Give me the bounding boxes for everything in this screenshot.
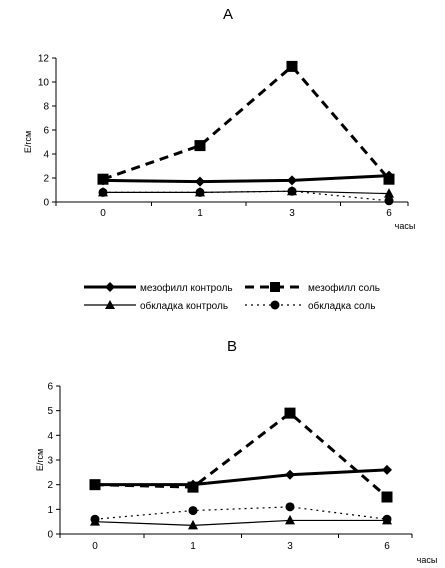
data-point-sheath-salt bbox=[188, 506, 198, 516]
x-tick-label: 6 bbox=[384, 541, 390, 552]
series-line-mesophyll-control bbox=[102, 174, 390, 184]
legend-item-sheath-salt: обкладка соль bbox=[245, 300, 375, 312]
y-tick-label: 2 bbox=[43, 174, 49, 185]
x-tick-label: 3 bbox=[289, 208, 295, 219]
y-tick-label: 6 bbox=[47, 382, 53, 393]
y-tick-label: 4 bbox=[43, 150, 49, 161]
data-point-mesophyll-salt bbox=[194, 140, 206, 152]
series-line-sheath-control bbox=[94, 519, 387, 526]
triangle-marker-icon bbox=[105, 300, 115, 309]
diamond-marker-icon bbox=[105, 282, 115, 292]
y-tick-label: 0 bbox=[47, 530, 53, 541]
data-point-sheath-salt bbox=[90, 514, 100, 524]
y-tick-label: 10 bbox=[38, 78, 50, 89]
series-line-mesophyll-salt bbox=[102, 64, 391, 181]
data-point-sheath-control bbox=[384, 188, 394, 198]
legend-label: мезофилл контроль bbox=[140, 282, 233, 294]
legend-label: мезофилл соль bbox=[308, 282, 380, 294]
data-point-sheath-salt bbox=[195, 187, 205, 197]
data-point-mesophyll-control bbox=[382, 464, 392, 475]
square-marker-icon bbox=[270, 282, 280, 292]
chart-title-a: А bbox=[223, 6, 233, 23]
data-point-sheath-salt bbox=[98, 187, 108, 197]
series-line-sheath-salt bbox=[103, 190, 390, 202]
y-tick-label: 2 bbox=[47, 480, 53, 491]
y-tick-label: 12 bbox=[38, 54, 50, 65]
y-tick-label: 4 bbox=[47, 431, 53, 442]
y-tick-label: 6 bbox=[43, 126, 49, 137]
y-tick-label: 3 bbox=[47, 456, 53, 467]
data-point-mesophyll-control bbox=[287, 175, 297, 186]
x-tick-label: 1 bbox=[197, 208, 203, 219]
y-tick-label: 8 bbox=[43, 102, 49, 113]
x-tick-label: 0 bbox=[92, 541, 98, 552]
y-axis-label-b: Е/гсм bbox=[35, 449, 45, 471]
y-tick-label: 0 bbox=[43, 198, 49, 209]
data-point-sheath-salt bbox=[382, 514, 392, 524]
x-axis-label-a: часы bbox=[395, 221, 416, 231]
series-line-mesophyll-control bbox=[95, 468, 388, 487]
data-point-mesophyll-control bbox=[195, 176, 205, 187]
x-tick-label: 0 bbox=[100, 208, 106, 219]
legend-item-mesophyll-control: мезофилл контроль bbox=[84, 282, 233, 294]
data-point-mesophyll-salt bbox=[286, 60, 298, 72]
chart-panel-b: В Е/гсм часы 0 1 2 3 4 5 6 0 1 3 6 bbox=[35, 338, 437, 565]
data-point-sheath-salt bbox=[384, 196, 394, 206]
data-point-mesophyll-salt bbox=[89, 479, 101, 491]
data-point-sheath-control bbox=[188, 519, 198, 530]
data-point-mesophyll-salt bbox=[284, 407, 296, 419]
legend-label: обкладка контроль bbox=[140, 300, 228, 312]
x-tick-label: 3 bbox=[287, 541, 293, 552]
legend-label: обкладка соль bbox=[308, 300, 375, 312]
data-point-mesophyll-salt bbox=[383, 173, 395, 185]
data-point-sheath-salt bbox=[285, 502, 295, 512]
data-point-mesophyll-salt bbox=[97, 173, 109, 185]
legend-item-sheath-control: обкладка контроль bbox=[84, 300, 228, 312]
data-point-mesophyll-salt bbox=[187, 481, 199, 493]
series-line-sheath-salt bbox=[94, 506, 388, 520]
chart-title-b: В bbox=[227, 338, 237, 355]
y-tick-label: 1 bbox=[47, 505, 53, 516]
circle-marker-icon bbox=[270, 300, 280, 310]
data-point-sheath-control bbox=[285, 514, 295, 525]
legend: мезофилл контроль мезофилл соль обкладка… bbox=[84, 282, 380, 312]
data-point-mesophyll-control bbox=[285, 469, 295, 480]
legend-item-mesophyll-salt: мезофилл соль bbox=[245, 282, 380, 294]
y-tick-label: 5 bbox=[47, 406, 53, 417]
x-axis-label-b: часы bbox=[417, 555, 438, 565]
chart-panel-a: А Е/гсм часы 0 2 4 6 8 10 12 0 1 3 6 bbox=[23, 6, 415, 231]
y-axis-label-a: Е/гсм bbox=[23, 131, 33, 153]
data-point-mesophyll-salt bbox=[381, 491, 393, 503]
data-point-sheath-salt bbox=[287, 186, 297, 196]
series-line-mesophyll-salt bbox=[94, 411, 388, 499]
x-tick-label: 6 bbox=[386, 208, 392, 219]
x-tick-label: 1 bbox=[190, 541, 196, 552]
